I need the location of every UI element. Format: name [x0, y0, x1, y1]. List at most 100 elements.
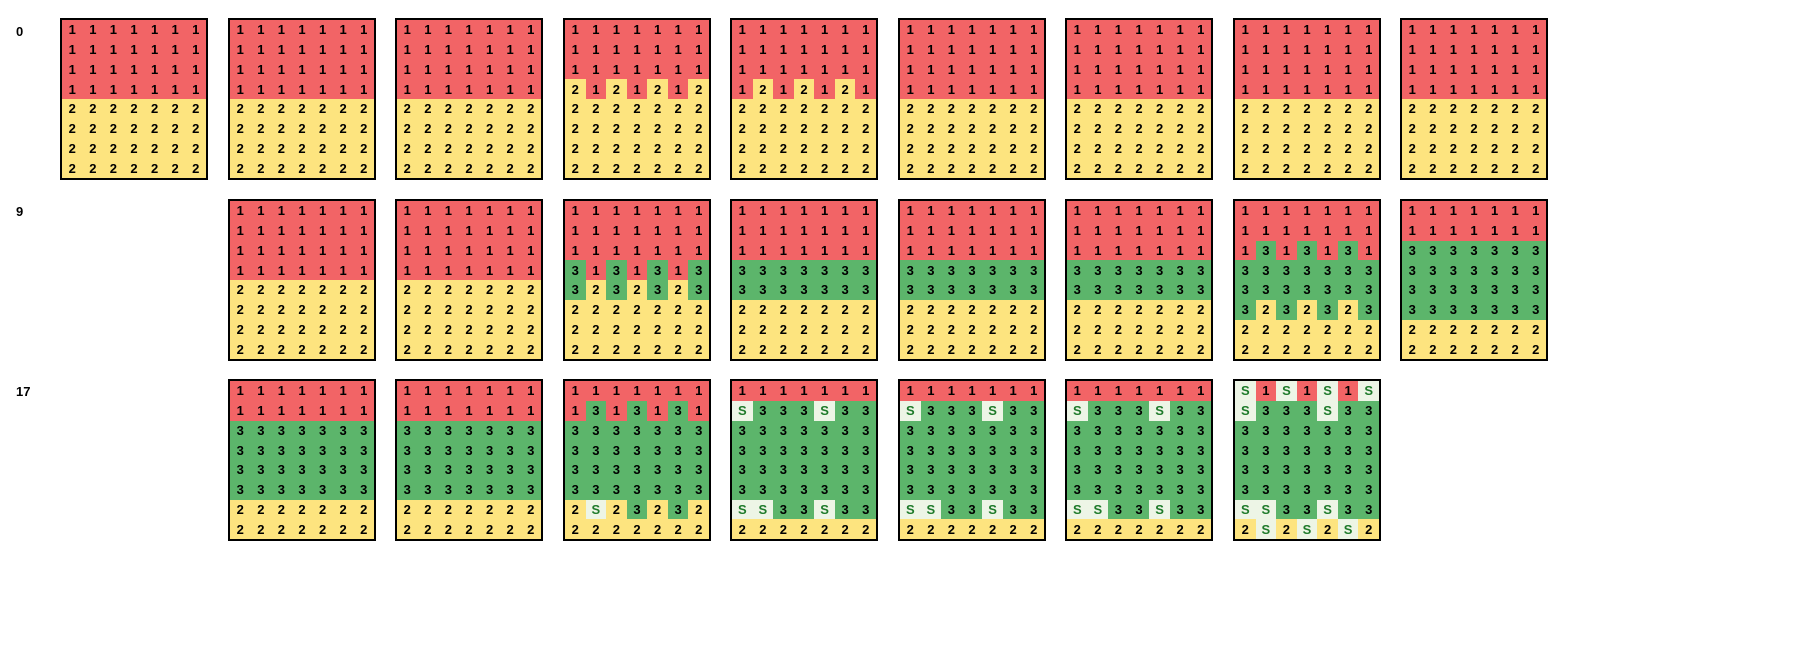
grid-cell: 3	[1128, 280, 1150, 300]
grid-cell: 1	[353, 201, 374, 221]
grid-cell: 2	[438, 519, 459, 539]
grid-cell: 2	[667, 319, 689, 340]
grid-cell: 1	[1463, 220, 1485, 241]
grid-cell: 3	[291, 479, 313, 500]
grid-cell: 3	[520, 420, 541, 441]
grid-cell: 1	[1422, 59, 1444, 80]
grid-cell: 3	[855, 400, 876, 421]
grid-cell: 1	[585, 220, 607, 241]
grid-cell: 2	[1149, 319, 1170, 340]
grid-cell: 3	[1358, 280, 1379, 300]
grid-cell: 1	[793, 220, 815, 241]
grid-cell: 2	[62, 138, 83, 159]
grid-cell: 2	[752, 79, 774, 99]
grid-cell: 2	[773, 138, 794, 159]
grid-cell: 2	[438, 499, 459, 520]
grid-cell: 2	[647, 339, 668, 359]
grid-cell: 3	[585, 460, 607, 480]
grid-cell: 1	[773, 39, 794, 60]
grid-cell: 2	[1023, 299, 1044, 320]
grid-cell: 2	[667, 158, 689, 178]
grid-cell: 1	[1169, 381, 1191, 401]
grid-cell: 2	[1402, 118, 1423, 139]
grid-cell: 2	[1504, 158, 1526, 178]
grid-cell: 1	[732, 381, 753, 401]
grid-cell: 1	[626, 79, 648, 99]
grid-cell: 2	[1337, 99, 1359, 119]
grid-cell: 3	[982, 260, 1003, 280]
grid-cell: 1	[982, 381, 1003, 401]
grid-cell: 2	[1087, 118, 1109, 139]
grid-cell: 1	[1337, 39, 1359, 60]
grid-cell: 2	[1276, 118, 1297, 139]
grid-cell: 1	[312, 201, 333, 221]
grid-cell: 2	[520, 138, 541, 159]
grid-cell: 1	[1235, 220, 1256, 241]
grid-cell: 1	[520, 220, 541, 241]
grid-cell: 1	[688, 400, 709, 421]
grid-cell: 3	[814, 420, 835, 441]
grid-cell: 3	[773, 420, 794, 441]
grid-cell: 3	[565, 460, 586, 480]
grid-cell: 1	[732, 39, 753, 60]
grid-cell: 3	[1296, 240, 1318, 261]
grid-cell: 1	[982, 240, 1003, 261]
grid-cell: 2	[834, 519, 856, 539]
grid-cell: 1	[1128, 381, 1150, 401]
grid-cell: 1	[1128, 79, 1150, 99]
grid-cell: 3	[499, 440, 521, 460]
grid-cell: 3	[834, 460, 856, 480]
grid-cell: 3	[312, 440, 333, 460]
grid-cell: 1	[1422, 79, 1444, 99]
grid-cell: 2	[230, 499, 251, 520]
grid-cell: 2	[1337, 158, 1359, 178]
grid-cell: 1	[900, 201, 921, 221]
grid-cell: 2	[458, 280, 480, 300]
grid-cell: 1	[941, 220, 962, 241]
grid-cell: 3	[1443, 240, 1464, 261]
grid-cell: 1	[312, 79, 333, 99]
grid-cell: 3	[1484, 280, 1505, 300]
grid-cell: 1	[1484, 39, 1505, 60]
grid-cell: 1	[479, 220, 500, 241]
grid-cell: 2	[1484, 99, 1505, 119]
grid-cell: 2	[479, 138, 500, 159]
grid-cell: 3	[1484, 260, 1505, 280]
grid-cell: 2	[793, 138, 815, 159]
grid-cell: 1	[479, 201, 500, 221]
grid-cell: 2	[1504, 118, 1526, 139]
grid-cell: 3	[1023, 260, 1044, 280]
grid-cell: 1	[834, 381, 856, 401]
grid-cell: 2	[479, 519, 500, 539]
grid-cell: 2	[1023, 118, 1044, 139]
grid-cell: 3	[606, 260, 627, 280]
grid-cell: 2	[1169, 519, 1191, 539]
grid-cell: 1	[1190, 201, 1211, 221]
grid-cell: 1	[1337, 79, 1359, 99]
grid-cell: 2	[1190, 99, 1211, 119]
grid-cell: 2	[520, 99, 541, 119]
grid-cell: 1	[793, 201, 815, 221]
grid-cell: 2	[520, 319, 541, 340]
grid-cell: 2	[353, 339, 374, 359]
grid-cell: 3	[1276, 479, 1297, 500]
grid-cell: 1	[144, 79, 165, 99]
grid-cell: 3	[1276, 299, 1297, 320]
grid-cell: 1	[1067, 201, 1088, 221]
grid-cell: 3	[458, 420, 480, 441]
grid-cell: 2	[606, 99, 627, 119]
grid-cell: 2	[1402, 99, 1423, 119]
grid-cell: 3	[1255, 280, 1277, 300]
grid-cell: 3	[961, 260, 983, 280]
grid-cell: 3	[332, 460, 354, 480]
grid-cell: 2	[585, 519, 607, 539]
grid-cell: 2	[1358, 158, 1379, 178]
grid-cell: 3	[585, 440, 607, 460]
grid-cell: 2	[1402, 339, 1423, 359]
grid-cell: 2	[752, 118, 774, 139]
grid-cell: 3	[920, 440, 942, 460]
grid-cell: 3	[855, 499, 876, 520]
grid-cell: 2	[1235, 138, 1256, 159]
grid-cell: 2	[920, 319, 942, 340]
